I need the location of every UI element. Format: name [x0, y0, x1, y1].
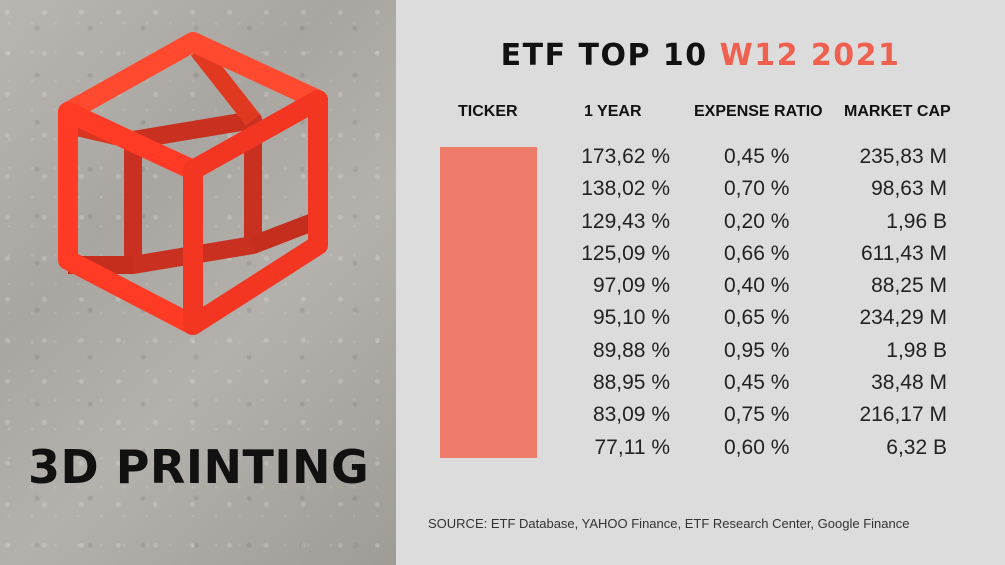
- source-footnote: SOURCE: ETF Database, YAHOO Finance, ETF…: [428, 516, 910, 531]
- page-title: ETF TOP 10 W12 2021: [396, 38, 1005, 73]
- brand-title: 3D PRINTING: [28, 440, 370, 494]
- table-row: 83,09 % 0,75 % 216,17 M: [396, 401, 1005, 433]
- table-row: 138,02 % 0,70 % 98,63 M: [396, 175, 1005, 207]
- expense-ratio: 0,60 %: [724, 435, 790, 459]
- expense-ratio: 0,65 %: [724, 306, 790, 330]
- table-row: 88,95 % 0,45 % 38,48 M: [396, 369, 1005, 401]
- table-row: 173,62 % 0,45 % 235,83 M: [396, 143, 1005, 175]
- column-header-expense-ratio: EXPENSE RATIO: [694, 103, 823, 120]
- expense-ratio: 0,40 %: [724, 274, 790, 298]
- market-cap: 88,25 M: [871, 274, 947, 298]
- one-year-return: 173,62 %: [581, 145, 670, 168]
- 3d-cube-icon: [58, 32, 328, 335]
- table-row: 77,11 % 0,60 % 6,32 B: [396, 434, 1005, 466]
- market-cap: 38,48 M: [871, 371, 947, 395]
- etf-panel: ETF TOP 10 W12 2021 TICKER 1 YEAR EXPENS…: [396, 0, 1005, 565]
- market-cap: 6,32 B: [886, 435, 947, 459]
- expense-ratio: 0,70 %: [724, 177, 790, 201]
- table-row: 97,09 % 0,40 % 88,25 M: [396, 272, 1005, 304]
- market-cap: 98,63 M: [871, 177, 947, 201]
- column-header-market-cap: MARKET CAP: [844, 103, 951, 120]
- expense-ratio: 0,75 %: [724, 403, 790, 427]
- one-year-return: 125,09 %: [581, 241, 670, 265]
- market-cap: 216,17 M: [859, 403, 947, 427]
- market-cap: 234,29 M: [859, 306, 947, 330]
- table-row: 129,43 % 0,20 % 1,96 B: [396, 208, 1005, 240]
- etf-table-body: 173,62 % 0,45 % 235,83 M 138,02 % 0,70 %…: [396, 143, 1005, 466]
- ticker-placeholder-block: [440, 147, 537, 458]
- expense-ratio: 0,45 %: [724, 145, 790, 168]
- title-prefix: ETF TOP 10: [500, 38, 720, 73]
- concrete-photo: 3D PRINTING: [0, 0, 396, 565]
- one-year-return: 138,02 %: [581, 177, 670, 201]
- column-header-1-year: 1 YEAR: [584, 103, 642, 120]
- market-cap: 611,43 M: [861, 241, 947, 265]
- title-accent: W12 2021: [719, 38, 901, 73]
- table-row: 125,09 % 0,66 % 611,43 M: [396, 240, 1005, 272]
- table-row: 89,88 % 0,95 % 1,98 B: [396, 337, 1005, 369]
- one-year-return: 95,10 %: [592, 306, 670, 330]
- one-year-return: 77,11 %: [594, 435, 671, 459]
- one-year-return: 97,09 %: [592, 274, 670, 298]
- market-cap: 1,96 B: [886, 209, 947, 233]
- market-cap: 1,98 B: [886, 338, 947, 362]
- expense-ratio: 0,95 %: [724, 338, 790, 362]
- expense-ratio: 0,20 %: [724, 209, 790, 233]
- column-header-ticker: TICKER: [458, 103, 518, 120]
- one-year-return: 129,43 %: [581, 209, 670, 233]
- market-cap: 235,83 M: [859, 145, 947, 168]
- expense-ratio: 0,45 %: [724, 371, 790, 395]
- table-row: 95,10 % 0,65 % 234,29 M: [396, 304, 1005, 336]
- one-year-return: 89,88 %: [592, 338, 670, 362]
- one-year-return: 83,09 %: [592, 403, 670, 427]
- expense-ratio: 0,66 %: [724, 241, 790, 265]
- one-year-return: 88,95 %: [592, 371, 670, 395]
